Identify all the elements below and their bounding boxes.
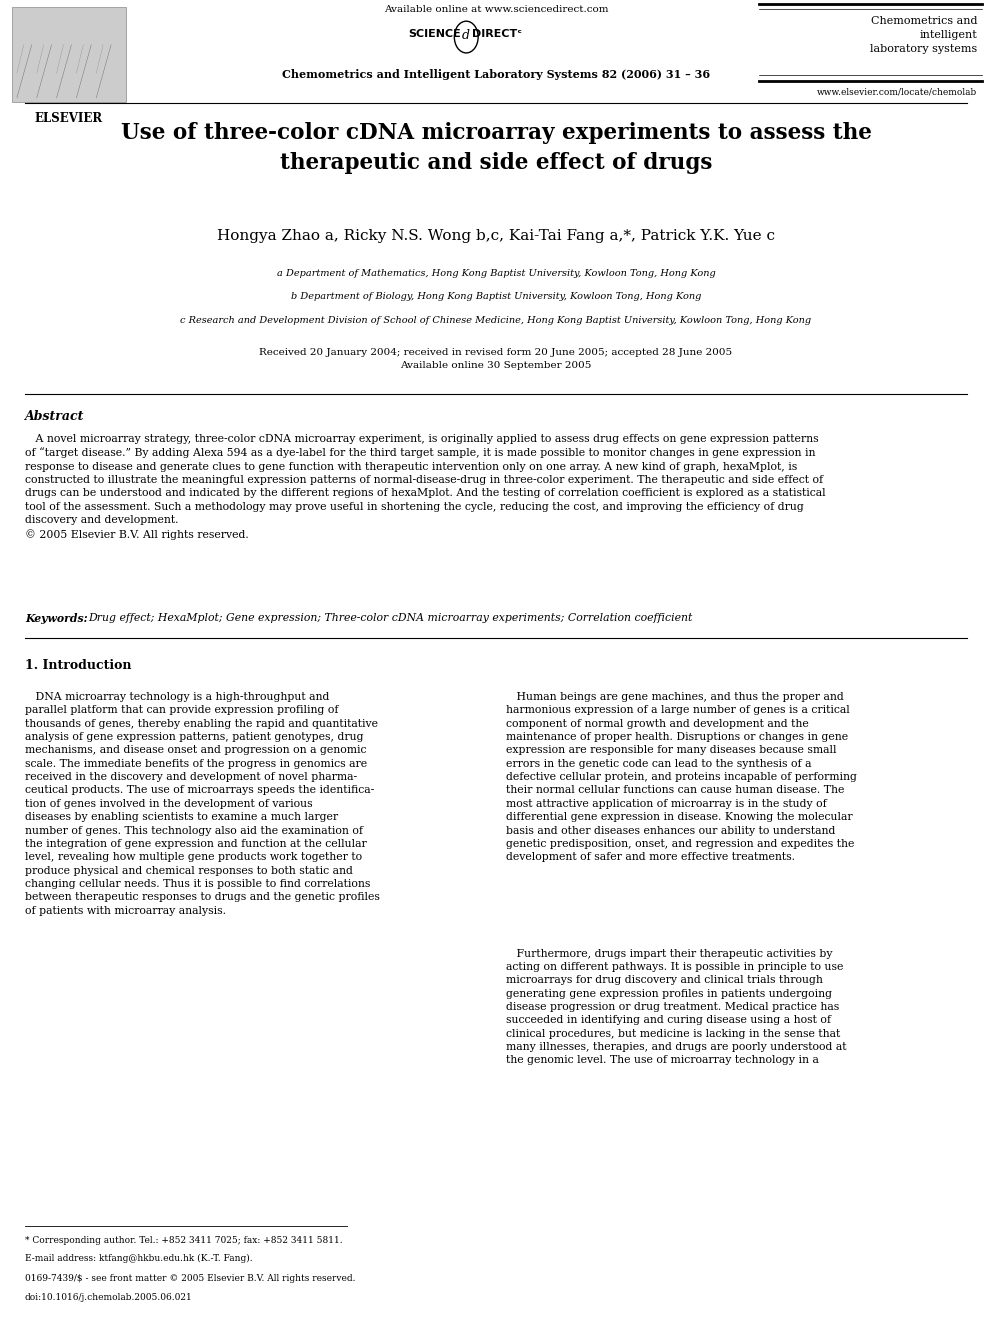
Text: c Research and Development Division of School of Chinese Medicine, Hong Kong Bap: c Research and Development Division of S… [181, 316, 811, 325]
Text: www.elsevier.com/locate/chemolab: www.elsevier.com/locate/chemolab [816, 87, 977, 97]
Circle shape [454, 21, 478, 53]
Text: ELSEVIER: ELSEVIER [35, 112, 103, 126]
Text: Chemometrics and Intelligent Laboratory Systems 82 (2006) 31 – 36: Chemometrics and Intelligent Laboratory … [282, 69, 710, 79]
Text: Hongya Zhao a, Ricky N.S. Wong b,c, Kai-Tai Fang a,*, Patrick Y.K. Yue c: Hongya Zhao a, Ricky N.S. Wong b,c, Kai-… [217, 229, 775, 243]
Text: Abstract: Abstract [25, 410, 84, 423]
Text: Available online at www.sciencedirect.com: Available online at www.sciencedirect.co… [384, 5, 608, 15]
Text: DNA microarray technology is a high-throughput and
parallel platform that can pr: DNA microarray technology is a high-thro… [25, 692, 380, 916]
Text: * Corresponding author. Tel.: +852 3411 7025; fax: +852 3411 5811.: * Corresponding author. Tel.: +852 3411 … [25, 1236, 342, 1245]
Text: Drug effect; HexaMplot; Gene expression; Three-color cDNA microarray experiments: Drug effect; HexaMplot; Gene expression;… [88, 613, 692, 623]
Text: d: d [462, 29, 470, 42]
Bar [12, 7, 126, 102]
Text: E-mail address: ktfang@hkbu.edu.hk (K.-T. Fang).: E-mail address: ktfang@hkbu.edu.hk (K.-T… [25, 1254, 252, 1263]
Text: DIRECTᶜ: DIRECTᶜ [472, 29, 522, 40]
Text: Use of three-color cDNA microarray experiments to assess the
therapeutic and sid: Use of three-color cDNA microarray exper… [121, 122, 871, 175]
Text: Chemometrics and
intelligent
laboratory systems: Chemometrics and intelligent laboratory … [870, 16, 977, 54]
Text: Received 20 January 2004; received in revised form 20 June 2005; accepted 28 Jun: Received 20 January 2004; received in re… [260, 348, 732, 370]
Text: a Department of Mathematics, Hong Kong Baptist University, Kowloon Tong, Hong Ko: a Department of Mathematics, Hong Kong B… [277, 269, 715, 278]
Text: Keywords:: Keywords: [25, 613, 87, 623]
Text: SCIENCE: SCIENCE [409, 29, 461, 40]
Text: Human beings are gene machines, and thus the proper and
harmonious expression of: Human beings are gene machines, and thus… [506, 692, 857, 863]
Text: doi:10.1016/j.chemolab.2005.06.021: doi:10.1016/j.chemolab.2005.06.021 [25, 1293, 192, 1302]
Text: Furthermore, drugs impart their therapeutic activities by
acting on different pa: Furthermore, drugs impart their therapeu… [506, 949, 846, 1065]
Text: 0169-7439/$ - see front matter © 2005 Elsevier B.V. All rights reserved.: 0169-7439/$ - see front matter © 2005 El… [25, 1274, 355, 1283]
Text: 1. Introduction: 1. Introduction [25, 659, 131, 672]
Text: A novel microarray strategy, three-color cDNA microarray experiment, is original: A novel microarray strategy, three-color… [25, 434, 825, 540]
Text: b Department of Biology, Hong Kong Baptist University, Kowloon Tong, Hong Kong: b Department of Biology, Hong Kong Bapti… [291, 292, 701, 302]
